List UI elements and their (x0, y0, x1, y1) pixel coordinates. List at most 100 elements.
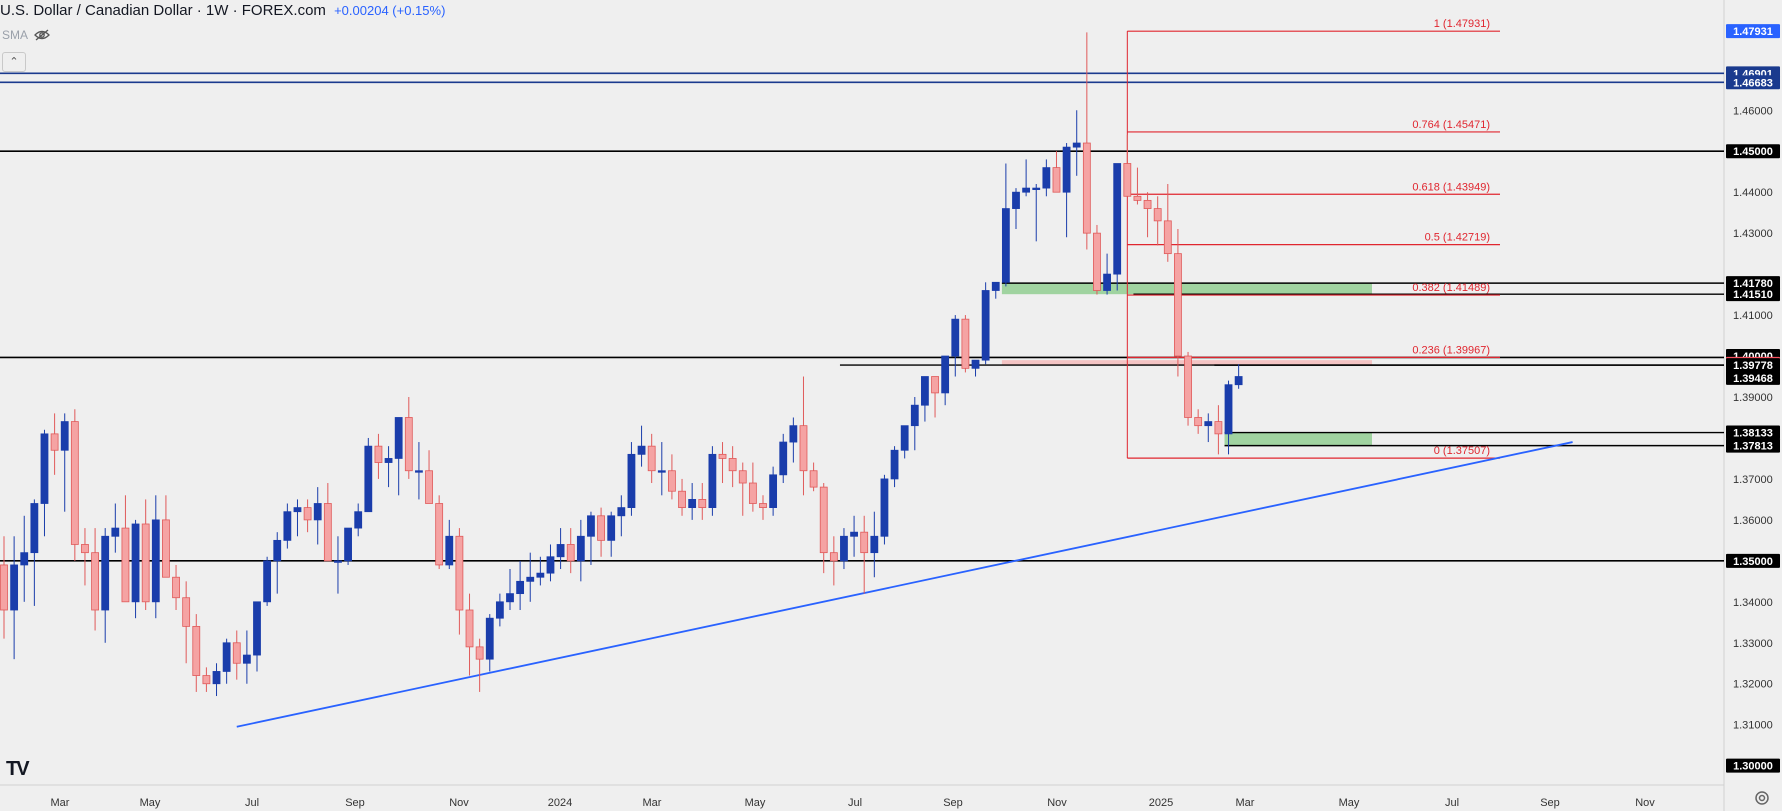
candle-body (1153, 208, 1162, 222)
candle (1103, 253, 1111, 295)
candle (1133, 167, 1142, 205)
candle (799, 376, 808, 496)
candle-body (425, 470, 433, 504)
candle (60, 413, 69, 512)
candle-body (799, 425, 808, 472)
candle (516, 560, 525, 611)
x-tick-label: Sep (1540, 797, 1560, 809)
candle (1022, 159, 1031, 197)
price-label-box (1726, 438, 1780, 453)
candle-body (1224, 384, 1233, 435)
candle-body (880, 478, 889, 537)
gear-icon[interactable] (1752, 788, 1772, 808)
candle-body (769, 474, 778, 508)
candle (587, 511, 595, 565)
candle (344, 527, 352, 565)
candle-body (829, 552, 838, 562)
candle-body (748, 482, 757, 504)
candle-body (354, 511, 363, 529)
candle (698, 483, 707, 520)
price-label: 1.39468 (1733, 373, 1773, 385)
candle (404, 397, 413, 479)
candle (50, 413, 59, 475)
candle-body (991, 281, 1000, 291)
candle-body (921, 376, 929, 406)
y-tick-label: 1.44000 (1733, 187, 1773, 199)
x-tick-label: May (1339, 797, 1360, 809)
candle-body (1103, 273, 1111, 291)
candle (738, 462, 747, 516)
x-tick-label: Nov (1047, 797, 1067, 809)
candle (708, 446, 717, 516)
candle (101, 528, 110, 643)
indicator-label[interactable]: SMA (2, 28, 29, 42)
candle-body (546, 556, 555, 574)
candle (668, 454, 676, 500)
candle-body (819, 486, 828, 554)
candle-body (192, 625, 201, 676)
candle-body (1163, 220, 1172, 255)
candle-body (657, 470, 666, 473)
candle (435, 495, 444, 570)
price-label-box (1726, 425, 1780, 440)
candle-body (1072, 142, 1081, 148)
candle (30, 499, 39, 606)
candle-body (1123, 163, 1132, 197)
candle (475, 638, 484, 692)
candle (313, 487, 322, 545)
candle (1224, 380, 1233, 455)
candle-body (1174, 253, 1182, 357)
indicator-row: SMA (2, 28, 50, 42)
candle (20, 515, 29, 602)
eye-hidden-icon[interactable] (34, 29, 50, 41)
price-label: 1.35000 (1733, 556, 1773, 568)
candle-body (1214, 421, 1223, 435)
candle (769, 466, 778, 516)
candle (1143, 192, 1152, 238)
candle (1184, 351, 1192, 426)
price-label-box (1726, 276, 1780, 291)
candle-body (627, 453, 636, 508)
candle (1123, 134, 1132, 197)
candle-body (384, 458, 393, 463)
candle-body (1093, 232, 1101, 291)
candle-body (516, 580, 525, 595)
candle (425, 450, 433, 504)
candle-body (971, 359, 980, 369)
candle-body (1204, 421, 1213, 427)
candle-body (1062, 146, 1071, 193)
candle (536, 556, 545, 586)
candle-body (485, 617, 494, 660)
candle-body (951, 318, 960, 357)
price-axis (1725, 0, 1782, 811)
candle-body (668, 470, 676, 492)
candle-body (688, 499, 697, 508)
price-label-box (1726, 75, 1780, 90)
symbol-title[interactable]: U.S. Dollar / Canadian Dollar · 1W · FOR… (0, 2, 326, 19)
candle (81, 528, 89, 586)
y-tick-label: 1.34000 (1733, 597, 1773, 609)
candle (394, 417, 403, 496)
candle-body (1022, 187, 1031, 193)
candle (941, 355, 950, 406)
candle-body (323, 503, 332, 562)
candle-body (759, 503, 767, 508)
candle (607, 511, 616, 557)
candle-body (40, 433, 49, 504)
candle-body (1143, 199, 1152, 209)
candle-body (718, 453, 727, 459)
candle-body (617, 507, 626, 517)
y-tick-label: 1.37000 (1733, 474, 1773, 486)
candle (111, 503, 120, 553)
y-tick-label: 1.36000 (1733, 515, 1773, 527)
x-tick-label: Sep (345, 797, 365, 809)
candle-body (1113, 163, 1122, 275)
x-tick-label: Nov (449, 797, 469, 809)
candle-body (698, 499, 707, 508)
candle-body (344, 527, 352, 562)
collapse-chevron-icon[interactable]: ⌃ (2, 52, 26, 72)
candle-body (506, 593, 514, 603)
candle-body (1194, 417, 1203, 427)
price-label-box (1726, 370, 1780, 385)
